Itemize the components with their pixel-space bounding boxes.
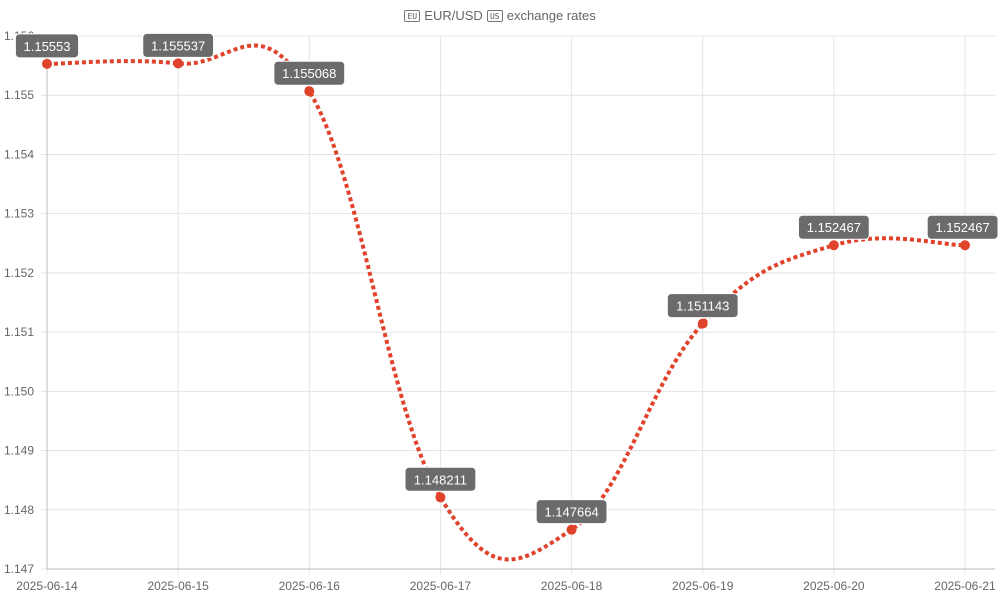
eu-flag-icon: EU: [404, 9, 421, 22]
data-label-box: [14, 33, 80, 59]
data-point: [42, 58, 52, 69]
data-label-box: [926, 214, 999, 240]
y-tick-label: 1.148: [4, 503, 34, 517]
data-label-box: [797, 214, 870, 240]
y-tick-label: 1.153: [4, 207, 34, 221]
x-tick-label: 2025-06-17: [410, 579, 472, 593]
data-point: [566, 524, 577, 535]
chart-title-suffix: exchange rates: [506, 8, 596, 23]
series-line: [46, 43, 966, 562]
x-tick-label: 2025-06-21: [934, 579, 996, 593]
data-label: 1.147664: [544, 505, 598, 520]
x-tick-label: 2025-06-19: [672, 579, 734, 593]
y-tick-label: 1.155: [4, 88, 34, 102]
data-label-box: [535, 499, 608, 525]
data-label: 1.155537: [151, 38, 205, 53]
data-label-box: [273, 60, 346, 86]
data-point: [828, 240, 839, 251]
data-point: [304, 86, 315, 97]
chart-title: EU EUR/USD US exchange rates: [0, 8, 1000, 23]
y-tick-label: 1.151: [4, 325, 34, 339]
data-point: [697, 318, 708, 329]
data-label: 1.148211: [414, 472, 467, 487]
data-label: 1.15553: [24, 39, 71, 54]
data-label-box: [404, 466, 477, 492]
x-tick-label: 2025-06-15: [147, 579, 209, 593]
data-point: [960, 240, 970, 251]
us-flag-icon: US: [486, 9, 503, 22]
y-tick-label: 1.154: [4, 147, 34, 161]
data-label: 1.152467: [807, 220, 861, 235]
x-tick-label: 2025-06-16: [279, 579, 341, 593]
data-point: [173, 58, 184, 69]
data-label-box: [666, 293, 739, 319]
y-tick-label: 1.152: [4, 266, 34, 280]
data-label: 1.151143: [676, 299, 729, 314]
y-tick-label: 1.147: [4, 562, 34, 576]
y-tick-label: 1.149: [4, 444, 34, 458]
chart-title-pair: EUR/USD: [424, 8, 483, 23]
data-label-box: [142, 32, 215, 58]
data-label: 1.152467: [935, 220, 989, 235]
data-label: 1.155068: [282, 66, 336, 81]
y-tick-label: 1.150: [4, 384, 34, 398]
x-tick-label: 2025-06-18: [541, 579, 603, 593]
x-tick-label: 2025-06-20: [803, 579, 865, 593]
x-tick-label: 2025-06-14: [16, 579, 78, 593]
data-point: [435, 492, 446, 503]
